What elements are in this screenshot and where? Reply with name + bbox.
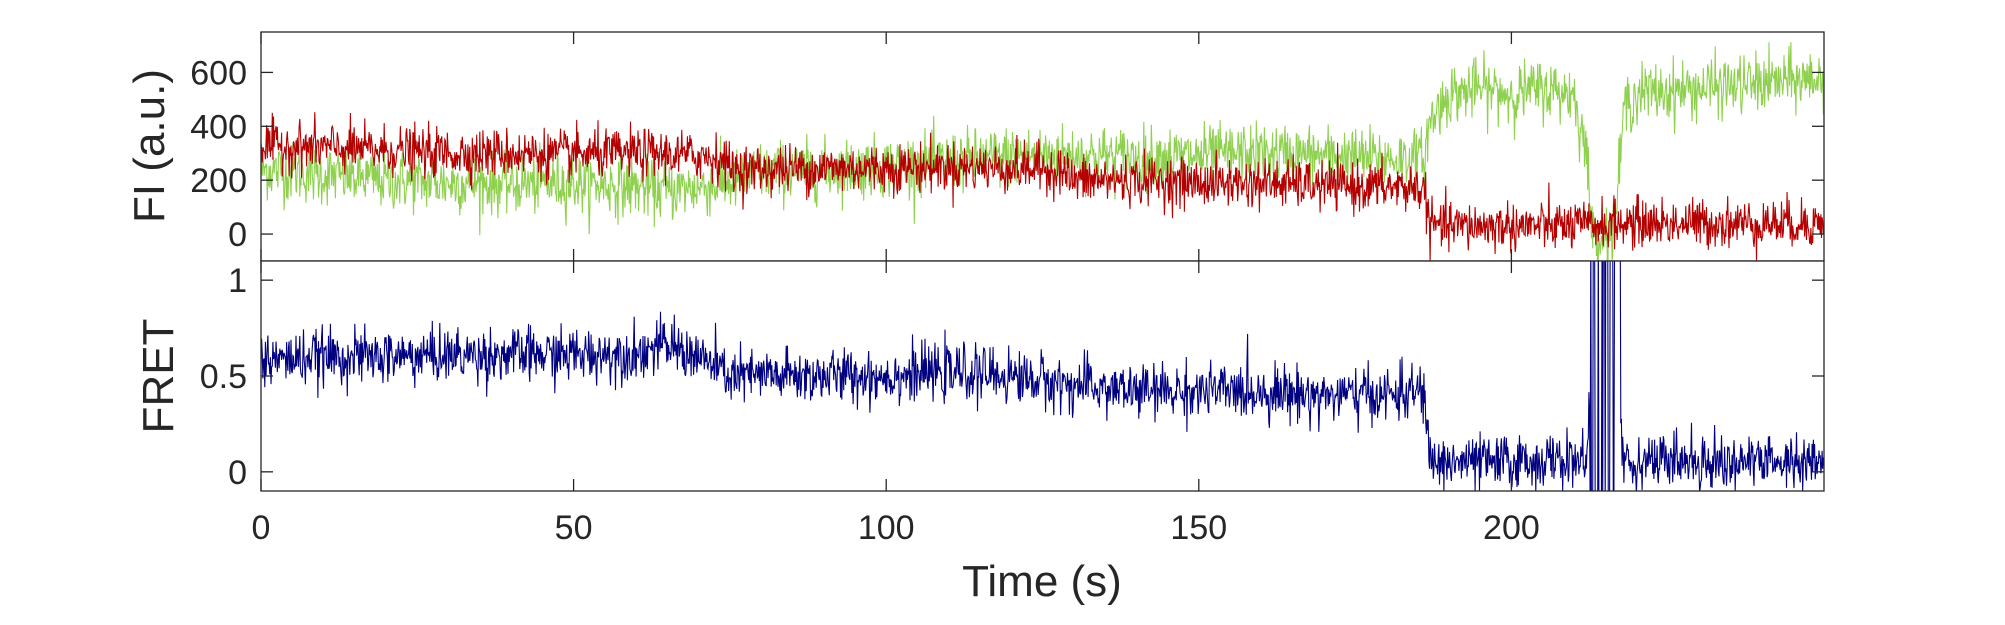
intensity-panel: 0 200 400 600 FI (a.u.) — [125, 31, 1825, 262]
fret-plot-area — [261, 261, 1824, 491]
x-tick-label: 200 — [1483, 509, 1540, 547]
intensity-y-axis-label: FI (a.u.) — [125, 69, 174, 223]
intensity-y-tick-label: 400 — [190, 108, 247, 146]
intensity-plot-area — [261, 32, 1824, 261]
fret-traces — [261, 261, 1824, 491]
x-axis-label: Time (s) — [962, 557, 1122, 606]
fret-x-ticks: 0 50 100 150 200 — [252, 261, 1540, 547]
fret-panel: 00.51 0 50 100 150 200 FRET Time (s) — [134, 260, 1825, 606]
x-tick-label: 50 — [555, 509, 593, 547]
fret-series-0-line — [261, 261, 1824, 491]
intensity-y-ticks: 0 200 400 600 — [190, 54, 1824, 254]
x-tick-label: 100 — [858, 509, 915, 547]
x-tick-label: 150 — [1170, 509, 1227, 547]
intensity-y-tick-label: 200 — [190, 162, 247, 200]
fret-y-axis-label: FRET — [134, 319, 183, 434]
fret-y-tick-label: 0 — [228, 454, 247, 492]
x-tick-label: 0 — [252, 509, 271, 547]
fret-y-ticks: 00.51 — [200, 262, 1824, 492]
intensity-x-tick-marks — [260, 32, 1513, 261]
intensity-traces — [261, 42, 1824, 261]
fret-y-tick-label: 1 — [228, 262, 247, 300]
fret-y-tick-label: 0.5 — [200, 358, 247, 396]
intensity-y-tick-label: 0 — [228, 216, 247, 254]
intensity-y-tick-label: 600 — [190, 54, 247, 92]
intensity-series-1-line — [261, 112, 1824, 261]
